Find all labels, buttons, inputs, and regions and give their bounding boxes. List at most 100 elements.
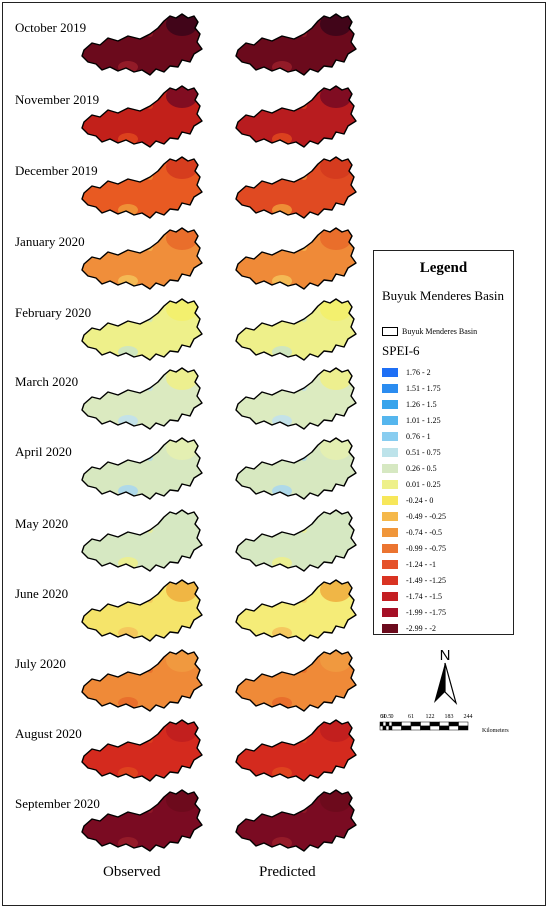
- month-label: July 2020: [15, 656, 66, 671]
- legend-class-label: 1.76 - 2: [406, 367, 431, 377]
- predicted-basin-map: [235, 156, 357, 219]
- legend-class-label: 0.76 - 1: [406, 431, 431, 441]
- legend-class-item: 1.51 - 1.75: [382, 380, 446, 396]
- scale-segment: [410, 725, 421, 731]
- legend-swatch: [382, 575, 398, 585]
- month-label: May 2020: [15, 516, 69, 531]
- scale-segment: [401, 721, 412, 727]
- legend-swatch: [382, 559, 398, 569]
- scale-segment: [458, 725, 469, 731]
- predicted-basin-map: [235, 719, 357, 782]
- observed-basin-map: [81, 437, 203, 500]
- predicted-basin-map: [235, 649, 357, 712]
- legend-swatch: [382, 399, 398, 409]
- legend-swatch: [382, 543, 398, 553]
- scale-tick-label: 30.5: [381, 714, 392, 720]
- legend-class-item: 0.26 - 0.5: [382, 460, 446, 476]
- legend-class-label: -1.99 - -1.75: [406, 607, 446, 617]
- legend-class-item: -2.99 - -2: [382, 620, 446, 636]
- scale-segment: [420, 725, 431, 731]
- basin-outline-swatch: [382, 327, 398, 336]
- scale-segment: [448, 721, 459, 727]
- legend-class-list: 1.76 - 2 1.51 - 1.75 1.26 - 1.5 1.01 - 1.25…: [382, 364, 446, 636]
- month-label: April 2020: [15, 444, 72, 459]
- north-arrow-icon: N: [434, 647, 458, 706]
- legend-class-item: -1.74 - -1.5: [382, 588, 446, 604]
- legend-swatch: [382, 591, 398, 601]
- scale-tick-label: 122: [426, 714, 435, 720]
- observed-basin-map: [81, 579, 203, 642]
- legend-class-label: 1.51 - 1.75: [406, 383, 441, 393]
- legend-class-label: -0.24 - 0: [406, 495, 434, 505]
- scale-tick-label: 61: [408, 714, 414, 720]
- legend-class-label: 1.26 - 1.5: [406, 399, 437, 409]
- month-label: January 2020: [15, 234, 85, 249]
- legend-panel: Legend Buyuk Menderes Basin Buyuk Mender…: [373, 250, 514, 635]
- month-label: August 2020: [15, 726, 82, 741]
- scale-segment: [382, 721, 387, 727]
- legend-class-item: 1.26 - 1.5: [382, 396, 446, 412]
- scale-segment: [420, 721, 431, 727]
- scale-segment: [448, 725, 459, 731]
- month-label: June 2020: [15, 586, 69, 601]
- legend-class-item: 1.01 - 1.25: [382, 412, 446, 428]
- legend-swatch: [382, 383, 398, 393]
- scale-segment: [388, 725, 393, 731]
- scale-segment: [382, 725, 387, 731]
- legend-class-label: 0.26 - 0.5: [406, 463, 437, 473]
- legend-class-label: -1.74 - -1.5: [406, 591, 442, 601]
- observed-basin-map: [81, 649, 203, 712]
- observed-basin-map: [81, 789, 203, 852]
- legend-swatch: [382, 479, 398, 489]
- scale-tick-label: 61: [380, 714, 386, 720]
- legend-class-label: -0.49 - -0.25: [406, 511, 446, 521]
- month-label: March 2020: [15, 374, 79, 389]
- legend-class-item: -0.24 - 0: [382, 492, 446, 508]
- observed-basin-map: [81, 227, 203, 290]
- month-label: October 2019: [15, 20, 87, 35]
- scale-segment: [458, 721, 469, 727]
- legend-swatch: [382, 495, 398, 505]
- month-label: September 2020: [15, 796, 100, 811]
- scale-segment: [410, 721, 421, 727]
- legend-swatch: [382, 527, 398, 537]
- legend-class-label: -1.49 - -1.25: [406, 575, 446, 585]
- legend-basin-entry: Buyuk Menderes Basin: [382, 327, 477, 336]
- observed-basin-map: [81, 367, 203, 430]
- legend-class-label: 0.01 - 0.25: [406, 479, 441, 489]
- observed-basin-map: [81, 298, 203, 361]
- legend-swatch: [382, 607, 398, 617]
- observed-basin-map: [81, 156, 203, 219]
- scale-unit: Kilometers: [482, 728, 509, 734]
- predicted-basin-map: [235, 298, 357, 361]
- scale-tick-label: 183: [445, 714, 454, 720]
- scale-tick-label: 0: [391, 714, 394, 720]
- scale-segment: [401, 725, 412, 731]
- predicted-basin-map: [235, 579, 357, 642]
- scale-segment: [391, 725, 402, 731]
- scale-segment: [379, 725, 384, 731]
- legend-class-item: 0.76 - 1: [382, 428, 446, 444]
- observed-basin-map: [81, 13, 203, 76]
- observed-basin-map: [81, 719, 203, 782]
- legend-class-item: 1.76 - 2: [382, 364, 446, 380]
- legend-swatch: [382, 463, 398, 473]
- legend-class-item: 0.01 - 0.25: [382, 476, 446, 492]
- scale-segment: [385, 725, 390, 731]
- scale-segment: [429, 725, 440, 731]
- legend-class-item: 0.51 - 0.75: [382, 444, 446, 460]
- scale-segment: [391, 721, 402, 727]
- observed-column-label: Observed: [103, 864, 161, 880]
- month-label: February 2020: [15, 305, 92, 320]
- legend-class-item: -0.99 - -0.75: [382, 540, 446, 556]
- month-label: November 2019: [15, 92, 100, 107]
- predicted-basin-map: [235, 13, 357, 76]
- legend-class-item: -0.74 - -0.5: [382, 524, 446, 540]
- legend-swatch: [382, 367, 398, 377]
- legend-class-item: -1.99 - -1.75: [382, 604, 446, 620]
- predicted-basin-map: [235, 789, 357, 852]
- legend-basin-label: Buyuk Menderes Basin: [402, 327, 478, 336]
- legend-class-label: -2.99 - -2: [406, 623, 436, 633]
- legend-class-label: -0.99 - -0.75: [406, 543, 446, 553]
- legend-class-label: 1.01 - 1.25: [406, 415, 441, 425]
